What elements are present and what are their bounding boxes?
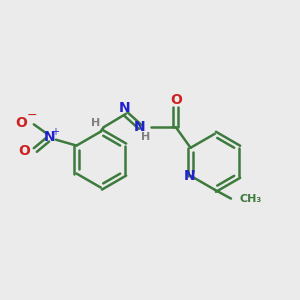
Text: O: O xyxy=(170,93,182,107)
Text: N: N xyxy=(134,120,146,134)
Text: H: H xyxy=(141,132,150,142)
Text: −: − xyxy=(26,109,37,122)
Text: CH₃: CH₃ xyxy=(240,194,262,204)
Text: N: N xyxy=(183,169,195,183)
Text: N: N xyxy=(118,101,130,115)
Text: N: N xyxy=(44,130,56,144)
Text: H: H xyxy=(91,118,100,128)
Text: O: O xyxy=(16,116,27,130)
Text: O: O xyxy=(18,145,30,158)
Text: +: + xyxy=(51,127,59,137)
